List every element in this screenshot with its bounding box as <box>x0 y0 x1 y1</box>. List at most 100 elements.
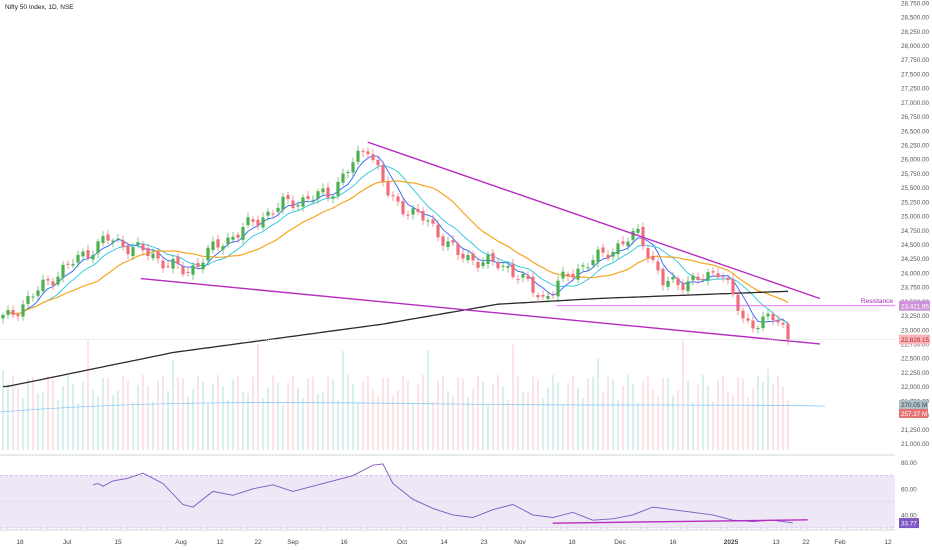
volume-bar <box>432 401 434 450</box>
candle <box>581 265 585 267</box>
x-tick-label: Oct <box>397 539 407 546</box>
volume-bar <box>567 382 569 450</box>
candle <box>126 245 130 255</box>
volume-bar <box>382 377 384 450</box>
candle <box>241 227 245 240</box>
candle <box>1 314 5 319</box>
candle <box>381 165 385 182</box>
candle <box>531 276 535 293</box>
candle <box>411 208 415 215</box>
volume-bar <box>17 387 19 450</box>
volume-bar <box>62 386 64 450</box>
candle <box>776 319 780 323</box>
candle <box>701 279 705 281</box>
volume-bar <box>202 381 204 450</box>
volume-bar <box>742 378 744 450</box>
volume-bar <box>217 375 219 450</box>
volume-bar <box>32 376 34 450</box>
candle <box>781 322 785 325</box>
x-tick-label: Sep <box>287 539 299 546</box>
candle <box>591 259 595 266</box>
volume-ma-line <box>0 402 826 413</box>
candle <box>691 275 695 281</box>
candle <box>151 253 155 259</box>
volume-bar <box>282 404 284 450</box>
y-tick-label: 25,750.00 <box>901 171 930 178</box>
volume-bar <box>97 396 99 450</box>
volume-bar <box>577 387 579 450</box>
y-tick-label: 23,250.00 <box>901 313 930 320</box>
candle <box>631 230 635 240</box>
candle <box>161 260 165 269</box>
volume-bar <box>522 392 524 450</box>
candle <box>421 211 425 221</box>
volume-bar <box>547 387 549 450</box>
candle <box>476 261 480 268</box>
volume-bar <box>787 399 789 450</box>
resistance-value-tag <box>899 300 930 311</box>
y-tick-label: 28,750.00 <box>901 0 930 7</box>
candle <box>436 224 440 238</box>
volume-bar <box>492 383 494 450</box>
candle <box>611 252 615 257</box>
volume-bar <box>752 388 754 450</box>
candle <box>416 208 420 212</box>
y-tick-label: 22,000.00 <box>901 384 930 391</box>
volume-bar <box>737 377 739 450</box>
volume-bar <box>312 376 314 450</box>
candle <box>41 279 45 292</box>
y-tick-label: 28,000.00 <box>901 43 930 50</box>
candle <box>741 310 745 319</box>
candle <box>216 239 220 248</box>
volume-bar <box>717 380 719 450</box>
candle <box>121 240 125 248</box>
volume-bar <box>277 382 279 450</box>
candle <box>311 199 315 201</box>
x-tick-label: 23 <box>480 539 488 546</box>
volume-bar <box>652 389 654 450</box>
candle <box>171 258 175 269</box>
y-tick-label: 24,750.00 <box>901 228 930 235</box>
volume-bar <box>287 382 289 450</box>
volume-bar <box>152 401 154 450</box>
candle <box>156 251 160 259</box>
candle <box>26 296 30 304</box>
volume-bar <box>322 391 324 450</box>
last-price-tag <box>899 334 930 345</box>
volume-bar <box>602 391 604 450</box>
volume-bar <box>512 344 514 450</box>
grid-layer <box>0 454 895 531</box>
candle <box>146 248 150 256</box>
candle <box>716 273 720 278</box>
candle <box>461 253 465 259</box>
chart-title: Nifty 50 Index, 1D, NSE <box>5 4 74 11</box>
volume-bar <box>332 379 334 450</box>
volume-bar <box>477 375 479 450</box>
axis-layer: 28,750.00 28,500.00 28,250.00 28,000.00 27,7… <box>16 0 930 546</box>
volume-bar <box>667 377 669 450</box>
y-tick-label: 27,000.00 <box>901 100 930 107</box>
volume-bar <box>37 393 39 450</box>
volume-bar <box>462 378 464 450</box>
candle <box>76 254 80 263</box>
y-tick-label: 25,250.00 <box>901 199 930 206</box>
volume-bar <box>487 403 489 450</box>
candle <box>406 214 410 216</box>
candle <box>451 240 455 243</box>
volume-bar <box>52 379 54 450</box>
x-tick-label: 16 <box>669 539 677 546</box>
candle <box>426 220 430 222</box>
candle <box>696 276 700 281</box>
candle <box>551 293 555 295</box>
volume-bar <box>267 387 269 450</box>
volume-bar <box>702 375 704 450</box>
volume-bar <box>712 401 714 450</box>
y-tick-label: 22,250.00 <box>901 370 930 377</box>
y-tick-label: 26,250.00 <box>901 142 930 149</box>
upper-trendline <box>367 141 821 300</box>
candle <box>521 273 525 278</box>
price-layer: Resistance <box>0 141 895 388</box>
volume-bar <box>542 398 544 450</box>
y-tick-label: 21,250.00 <box>901 427 930 434</box>
